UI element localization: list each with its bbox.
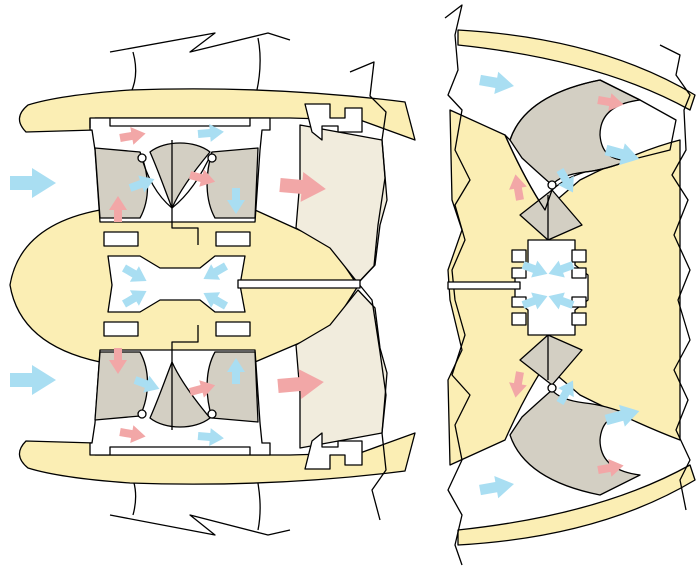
port-upper-left	[103, 231, 139, 247]
upper-valve-notch	[304, 103, 363, 141]
intake-arrow	[10, 365, 56, 395]
lower-rotor-right	[206, 351, 259, 423]
lower-wall	[18, 432, 416, 485]
intake-arrow	[478, 68, 516, 98]
top-housing-break	[109, 32, 291, 53]
right-port	[571, 296, 587, 308]
right-port	[571, 312, 587, 326]
port-upper-right	[215, 231, 251, 247]
right-port	[511, 312, 527, 326]
port-lower-left	[103, 321, 139, 337]
intake-arrow	[478, 472, 516, 502]
port-lower-right	[215, 321, 251, 337]
pivot-pin	[547, 180, 557, 190]
left-view	[9, 32, 416, 536]
upper-wall	[18, 88, 416, 141]
right-shaft	[447, 281, 521, 290]
right-panel-break-right	[659, 44, 691, 511]
right-view	[444, 4, 696, 566]
right-panel-break-left	[444, 4, 471, 566]
right-port	[511, 267, 527, 279]
pivot-pin	[547, 383, 557, 393]
right-break-line	[349, 61, 387, 521]
pivot-pin	[207, 153, 217, 163]
right-upper-arc	[457, 29, 696, 111]
pivot-pin	[137, 409, 147, 419]
right-port	[571, 249, 587, 263]
bottom-housing-break	[109, 514, 291, 536]
right-port	[511, 249, 527, 263]
shaft	[237, 279, 361, 289]
right-upper-chamber	[504, 79, 677, 211]
pivot-pin	[137, 153, 147, 163]
right-mid-rotor-lower	[519, 334, 583, 386]
lower-valve-notch	[304, 432, 363, 470]
right-mid-rotor-upper	[519, 189, 583, 241]
right-port	[571, 267, 587, 279]
upper-rotor-right	[206, 147, 259, 219]
right-lower-arc	[457, 464, 696, 546]
intake-arrow	[10, 168, 56, 198]
pivot-pin	[207, 409, 217, 419]
lower-exhaust-chamber	[295, 289, 388, 449]
